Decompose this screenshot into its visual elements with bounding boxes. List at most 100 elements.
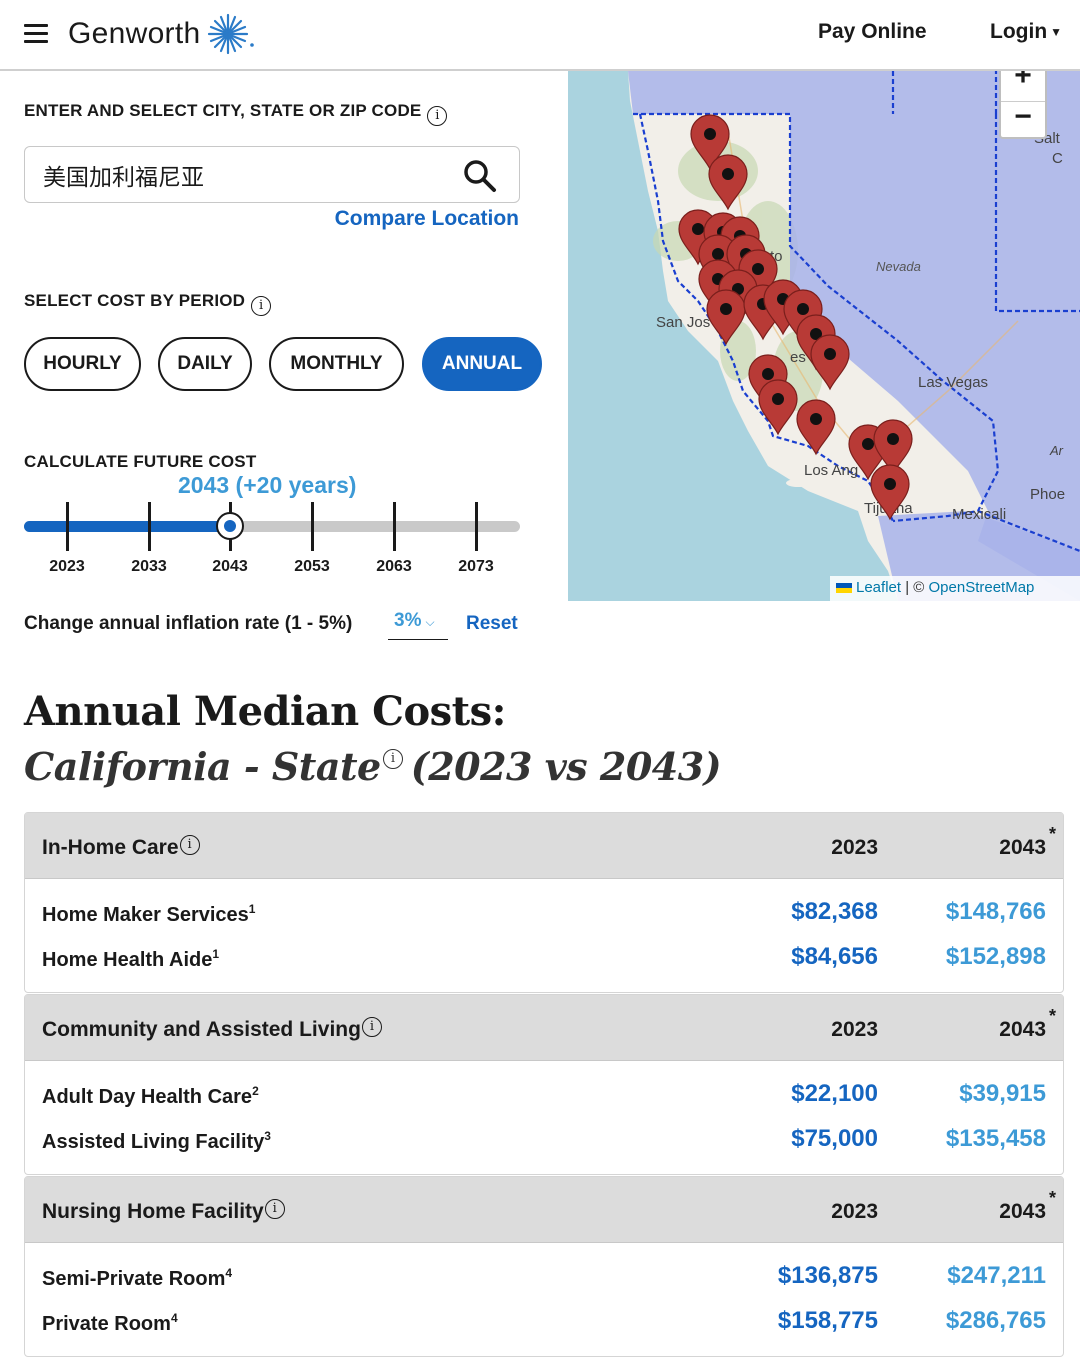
map-marker-icon[interactable]	[810, 334, 850, 391]
column-header-future-year-text: 2043	[999, 1200, 1046, 1223]
service-label-text: Adult Day Health Care	[42, 1086, 253, 1108]
section-title-text: Nursing Home Facility	[42, 1200, 264, 1223]
map-label-phoenix: Phoe	[1030, 486, 1065, 503]
brand-name: Genworth	[68, 17, 201, 50]
location-map[interactable]: San Jos Nevada Las Vegas Los Ang Tijuana…	[568, 71, 1080, 601]
reset-link[interactable]: Reset	[466, 613, 518, 634]
inflation-rate-value: 3%	[394, 610, 422, 631]
login-label: Login	[990, 20, 1048, 43]
genworth-logo[interactable]: Genworth	[68, 12, 258, 56]
section-title: Community and Assisted Living i	[42, 1017, 382, 1042]
footnote-marker[interactable]: 4	[170, 1311, 178, 1325]
footnote-marker[interactable]: 1	[248, 902, 256, 916]
map-label-c: C	[1052, 150, 1063, 167]
period-hourly-button[interactable]: HOURLY	[24, 337, 141, 391]
location-search-box	[24, 146, 520, 203]
menu-icon[interactable]	[24, 24, 48, 44]
location-search-input[interactable]	[43, 159, 443, 191]
subtitle-location: California - State	[24, 744, 381, 789]
map-marker-icon[interactable]	[796, 399, 836, 456]
year-tick-label[interactable]: 2063	[376, 558, 412, 575]
map-marker-icon[interactable]	[708, 154, 748, 211]
openstreetmap-link[interactable]: OpenStreetMap	[928, 579, 1035, 596]
period-monthly-button[interactable]: MONTHLY	[269, 337, 404, 391]
column-header-future-year-text: 2043	[999, 836, 1046, 859]
column-header-base-year: 2023	[831, 836, 878, 859]
search-label: ENTER AND SELECT CITY, STATE OR ZIP CODE…	[24, 101, 448, 126]
service-label: Home Health Aide1	[42, 947, 219, 972]
slider-tick	[475, 502, 478, 551]
column-header-future-year: 2043 *	[999, 1188, 1056, 1223]
map-marker-icon[interactable]	[690, 114, 730, 171]
inflation-rate-select[interactable]: 3% ⌵	[388, 610, 448, 640]
map-label-las-vegas: Las Vegas	[918, 374, 988, 391]
pay-online-link[interactable]: Pay Online	[818, 20, 927, 43]
year-slider-fill	[24, 521, 230, 532]
map-attribution: Leaflet | © OpenStreetMap	[830, 576, 1080, 601]
page-title: Annual Median Costs:	[24, 688, 506, 735]
inflation-rate-label: Change annual inflation rate (1 - 5%)	[24, 613, 353, 634]
map-marker-icon[interactable]	[870, 464, 910, 521]
map-label-nevada: Nevada	[876, 259, 921, 274]
map-marker-icon[interactable]	[873, 419, 913, 476]
year-tick-label[interactable]: 2073	[458, 558, 494, 575]
year-slider-handle[interactable]	[216, 512, 244, 540]
zoom-in-button[interactable]: +	[1001, 71, 1045, 102]
section-header: Community and Assisted Living i 2023 2043…	[25, 995, 1063, 1061]
cost-row: Private Room4 $158,775 $286,765	[25, 1301, 1063, 1346]
search-label-text: ENTER AND SELECT CITY, STATE OR ZIP CODE	[24, 101, 422, 120]
column-header-base-year: 2023	[831, 1200, 878, 1223]
map-marker-icon[interactable]	[748, 354, 788, 411]
footnote-marker[interactable]: 1	[212, 947, 220, 961]
base-year-cost: $82,368	[791, 898, 878, 925]
future-year-cost: $39,915	[959, 1080, 1046, 1107]
base-year-cost: $136,875	[777, 1262, 878, 1289]
base-year-cost: $22,100	[791, 1080, 878, 1107]
column-header-future-year: 2043 *	[999, 824, 1056, 859]
info-icon[interactable]: i	[264, 1199, 285, 1219]
year-tick-label[interactable]: 2053	[294, 558, 330, 575]
leaflet-link[interactable]: Leaflet	[856, 579, 902, 596]
service-label-text: Semi-Private Room	[42, 1268, 226, 1290]
starburst-logo-icon	[208, 13, 255, 55]
footnote-marker[interactable]: 2	[252, 1084, 259, 1098]
period-annual-button[interactable]: ANNUAL	[422, 337, 542, 391]
map-label-san-jose: San Jos	[656, 314, 710, 331]
selected-year-label: 2043 (+20 years)	[178, 472, 357, 498]
zoom-out-button[interactable]: −	[1014, 100, 1032, 133]
slider-tick	[148, 502, 151, 551]
footnote-marker[interactable]: 3	[264, 1129, 271, 1143]
top-navigation-bar: Genworth Pay Online Login ▼	[0, 0, 1080, 71]
info-icon[interactable]: i	[361, 1017, 382, 1037]
year-tick-label[interactable]: 2043	[212, 558, 248, 575]
year-tick-label[interactable]: 2033	[131, 558, 167, 575]
section-title-text: In-Home Care	[42, 836, 179, 859]
footnote-marker[interactable]: 4	[225, 1266, 233, 1280]
period-daily-button[interactable]: DAILY	[158, 337, 252, 391]
info-icon[interactable]: i	[179, 835, 200, 855]
service-label: Semi-Private Room4	[42, 1266, 232, 1291]
map-label-mexicali: Mexicali	[952, 506, 1006, 523]
map-marker-icon[interactable]	[706, 289, 746, 346]
login-menu[interactable]: Login ▼	[990, 20, 1062, 44]
search-icon[interactable]	[463, 159, 497, 193]
map-marker-icon[interactable]	[758, 379, 798, 436]
info-icon[interactable]: i	[251, 296, 272, 316]
compare-location-link[interactable]: Compare Location	[334, 207, 519, 230]
map-canvas: San Jos Nevada Las Vegas Los Ang Tijuana…	[628, 71, 1080, 601]
info-icon[interactable]: i	[427, 106, 448, 126]
subtitle-compare: (2023 vs 2043)	[410, 744, 722, 789]
cost-row: Semi-Private Room4 $136,875 $247,211	[25, 1256, 1063, 1301]
service-label-text: Home Maker Services	[42, 904, 249, 926]
cost-section-nursing-home: Nursing Home Facility i 2023 2043 * Semi-P…	[24, 1176, 1064, 1357]
year-slider-track[interactable]	[24, 521, 520, 532]
info-icon[interactable]: i	[382, 749, 403, 769]
base-year-cost: $84,656	[791, 943, 878, 970]
cost-row: Home Maker Services1 $82,368 $148,766	[25, 892, 1063, 937]
year-tick-label[interactable]: 2023	[49, 558, 85, 575]
caret-down-icon: ▼	[1050, 25, 1063, 40]
service-label: Adult Day Health Care2	[42, 1084, 259, 1109]
map-label-arizona: Ar	[1049, 443, 1064, 458]
section-title: In-Home Care i	[42, 835, 200, 860]
cost-section-in-home-care: In-Home Care i 2023 2043 * Home Maker Serv…	[24, 812, 1064, 993]
